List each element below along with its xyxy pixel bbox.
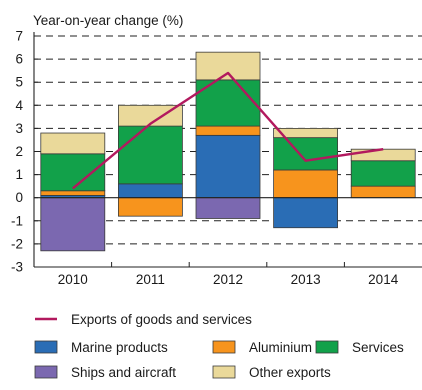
legend-swatch-marine-products bbox=[35, 341, 57, 353]
legend: Exports of goods and services Marine prod… bbox=[35, 312, 404, 380]
y-axis-label: Year-on-year change (%) bbox=[33, 13, 183, 28]
bar-aluminium-2010 bbox=[41, 191, 105, 196]
x-tick-label: 2012 bbox=[213, 272, 243, 287]
legend-label-other-exports: Other exports bbox=[249, 365, 331, 380]
bar-services-2010 bbox=[41, 154, 105, 191]
bar-aluminium-2013 bbox=[274, 170, 338, 198]
legend-label-marine-products: Marine products bbox=[71, 340, 168, 355]
bar-other-exports-2014 bbox=[351, 149, 415, 161]
x-tick-label: 2010 bbox=[58, 272, 88, 287]
x-tick-label: 2011 bbox=[136, 272, 165, 287]
y-tick-label: 4 bbox=[15, 98, 23, 113]
legend-label-ships-and-aircraft: Ships and aircraft bbox=[71, 365, 176, 380]
y-tick-label: 5 bbox=[15, 75, 23, 90]
legend-label-services: Services bbox=[352, 340, 404, 355]
bar-aluminium-2011 bbox=[118, 198, 182, 216]
y-tick-label: -1 bbox=[11, 213, 23, 228]
legend-label-exports-of-goods-and-services: Exports of goods and services bbox=[71, 312, 252, 327]
bar-marine-products-2011 bbox=[118, 184, 182, 198]
legend-label-aluminium: Aluminium bbox=[249, 340, 312, 355]
x-tick-labels: 2010 2011 2012 2013 2014 bbox=[58, 272, 399, 287]
y-tick-label: 3 bbox=[15, 121, 23, 136]
bar-ships-and-aircraft-2012 bbox=[196, 198, 260, 219]
bar-ships-and-aircraft-2010 bbox=[41, 198, 105, 251]
bar-services-2013 bbox=[274, 138, 338, 170]
x-tick-label: 2013 bbox=[291, 272, 321, 287]
legend-swatch-other-exports bbox=[213, 366, 235, 378]
y-tick-label: 7 bbox=[15, 29, 23, 44]
bar-services-2011 bbox=[118, 126, 182, 184]
bar-other-exports-2010 bbox=[41, 133, 105, 154]
y-tick-label: 0 bbox=[15, 190, 23, 205]
y-tick-labels: -3 -2 -1 0 1 2 3 4 5 6 7 bbox=[11, 29, 24, 275]
x-tick-label: 2014 bbox=[368, 272, 399, 287]
legend-swatch-ships-and-aircraft bbox=[35, 366, 57, 378]
y-tick-label: 6 bbox=[15, 52, 23, 67]
bar-aluminium-2014 bbox=[351, 186, 415, 198]
y-tick-label: -2 bbox=[11, 236, 23, 251]
bar-services-2014 bbox=[351, 161, 415, 186]
legend-swatch-services bbox=[316, 341, 338, 353]
bar-marine-products-2012 bbox=[196, 135, 260, 197]
bar-other-exports-2012 bbox=[196, 52, 260, 80]
bar-marine-products-2013 bbox=[274, 198, 338, 228]
bar-aluminium-2012 bbox=[196, 126, 260, 135]
y-tick-label: 1 bbox=[15, 167, 23, 182]
legend-swatch-aluminium bbox=[213, 341, 235, 353]
y-tick-label: -3 bbox=[11, 260, 23, 275]
y-tick-label: 2 bbox=[15, 144, 23, 159]
